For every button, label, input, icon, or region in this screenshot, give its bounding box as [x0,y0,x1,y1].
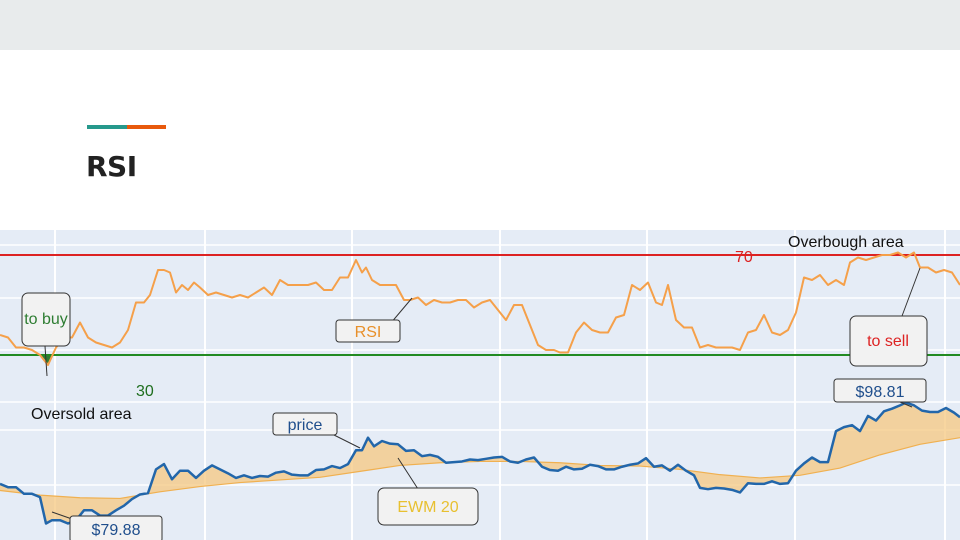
title-accent-teal [87,125,127,129]
max-price-callout-leader [899,401,913,408]
oversold-threshold-label: 30 [136,383,154,400]
rsi-price-chart: 70 30 Overbough area Oversold area to bu… [0,230,960,540]
price-line [0,401,960,525]
max-price-label: $98.81 [856,384,905,401]
buy-callout-text: to buy [24,311,68,328]
price-callout-box [272,412,338,436]
sell-callout: to sell [849,267,928,367]
sell-callout-text: to sell [867,333,909,350]
sell-callout-box [849,315,928,367]
buy-callout: to buy [21,292,71,377]
title-accent-orange [127,125,166,129]
min-price-callout-leader [51,511,73,520]
min-price-callout: $79.88 [51,511,163,540]
ewm-callout: EWM 20 [377,457,479,526]
price-callout-text: price [288,417,323,434]
overbought-threshold-label: 70 [735,249,753,266]
buy-callout-box [21,292,71,347]
grid [0,230,960,540]
ewm-callout-text: EWM 20 [397,499,458,516]
min-price-label: $79.88 [92,522,141,539]
ewm20-line [0,437,960,500]
max-price-callout-box [833,378,927,403]
rsi-line [0,251,960,366]
lines-layer [0,251,960,525]
max-price-callout: $98.81 [833,378,927,408]
sell-callout-leader [901,267,921,317]
overbought-area-label: Overbough area [788,234,904,251]
ewm-callout-box [377,487,479,526]
price-callout: price [272,412,361,449]
ewm-callout-leader [397,457,419,490]
min-price-callout-box [69,515,163,540]
buy-callout-leader [44,345,48,377]
oversold-area-label: Oversold area [31,406,132,423]
price-callout-leader [333,434,361,449]
ewm-band [0,402,960,524]
top-band [0,0,960,50]
rsi-callout-text: RSI [355,324,382,341]
rsi-callout-box [335,319,401,343]
slide-title: RSI [86,150,137,183]
rsi-callout: RSI [335,297,413,343]
oversold-area [34,355,60,365]
